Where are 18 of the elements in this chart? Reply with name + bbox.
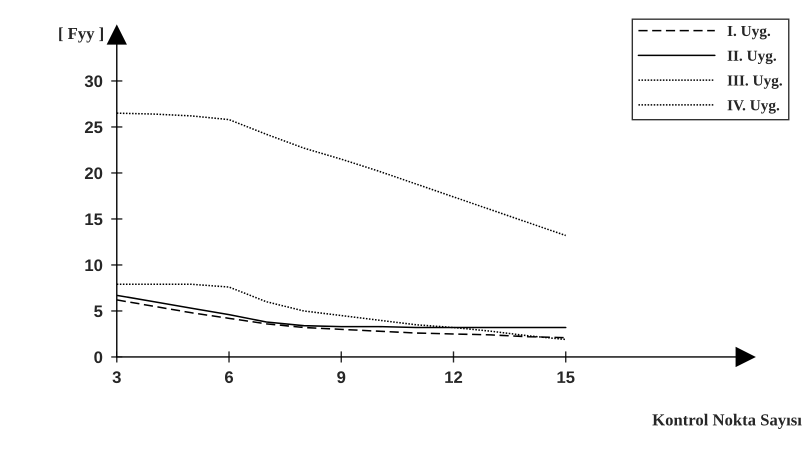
legend-label: III. Uyg. — [728, 75, 782, 89]
x-tick-label: 12 — [445, 371, 462, 383]
x-tick-label: 3 — [112, 371, 121, 384]
y-tick-label: 30 — [84, 75, 102, 88]
legend-label: II. Uyg. — [728, 50, 776, 64]
y-tick-label: 10 — [85, 259, 102, 272]
legend-label: I. Uyg. — [728, 26, 770, 40]
x-tick-label: 9 — [337, 371, 346, 384]
x-axis-title: Kontrol Nokta Sayısı — [652, 414, 802, 429]
y-tick-label: 5 — [94, 306, 102, 318]
y-tick-label: 25 — [84, 121, 102, 134]
y-tick-label: 15 — [85, 214, 102, 226]
y-tick-label: 20 — [84, 167, 102, 180]
x-tick-label: 15 — [558, 371, 575, 384]
y-tick-label: 0 — [94, 351, 102, 364]
x-tick-label: 6 — [224, 371, 234, 384]
y-axis-title: [ Fyy ] — [59, 27, 103, 43]
legend-label: IV. Uyg. — [728, 100, 780, 114]
